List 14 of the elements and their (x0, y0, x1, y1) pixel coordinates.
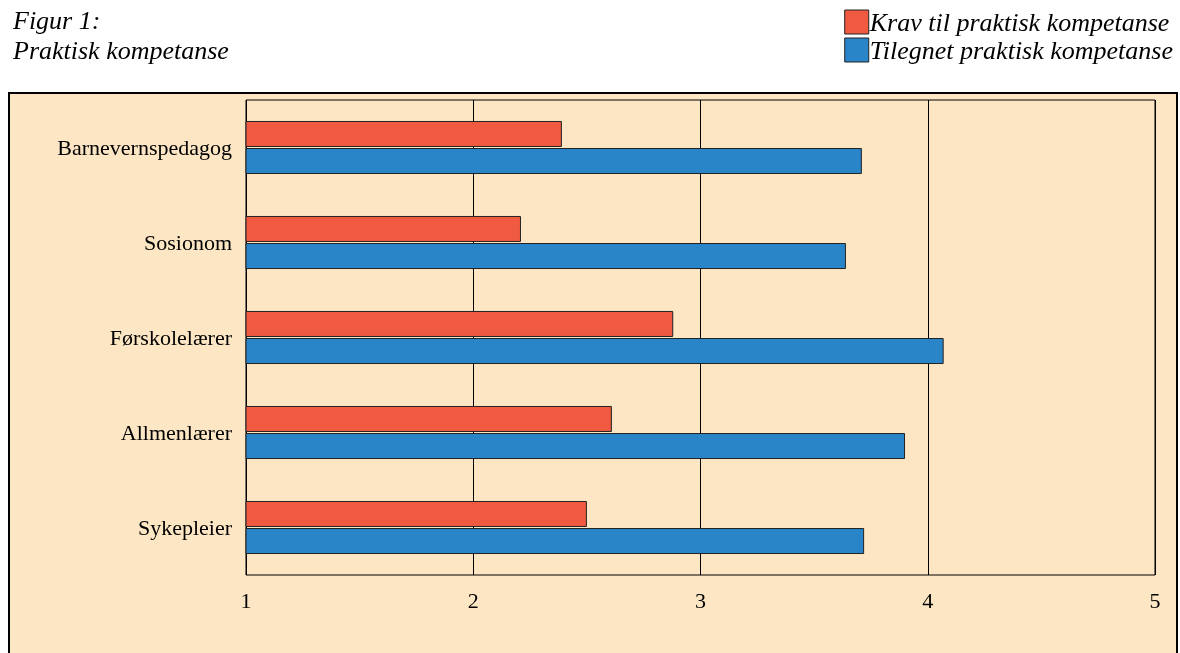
y-tick-label: Sykepleier (137, 515, 233, 540)
y-tick-label: Sosionom (143, 230, 232, 255)
y-tick-label: Barnevernspedagog (57, 135, 232, 160)
chart-title: Figur 1: (12, 5, 101, 35)
chart-subtitle: Praktisk kompetanse (12, 35, 229, 65)
legend-label: Tilegnet praktisk kompetanse (869, 35, 1173, 65)
x-tick-label: 4 (922, 587, 934, 613)
x-tick-label: 3 (695, 587, 706, 613)
y-tick-label: Allmenlærer (120, 420, 233, 445)
legend-label: Krav til praktisk kompetanse (868, 7, 1170, 37)
x-tick-label: 5 (1149, 587, 1161, 613)
y-tick-label: Førskolelærer (109, 325, 233, 350)
x-tick-label: 2 (467, 587, 479, 613)
x-tick-label: 1 (240, 587, 252, 613)
